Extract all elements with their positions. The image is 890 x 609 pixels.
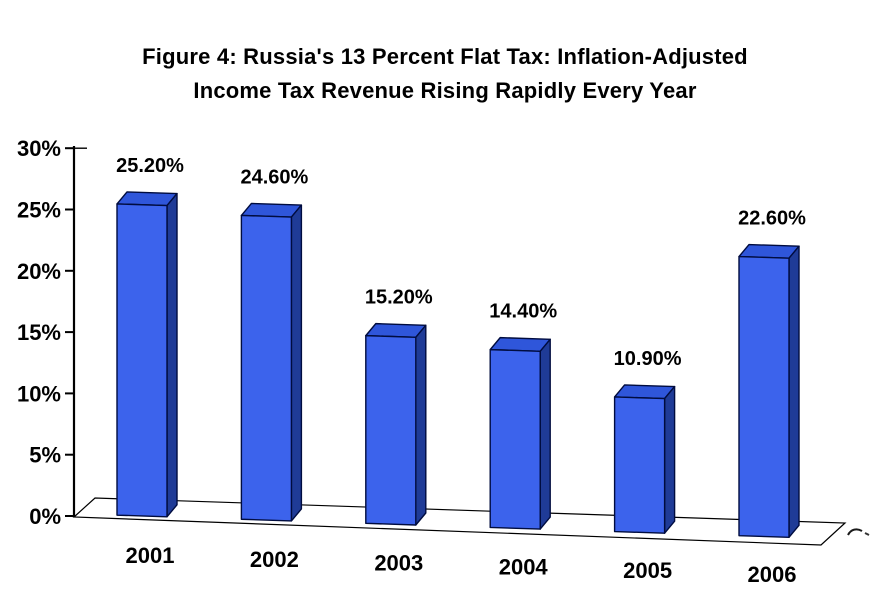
- y-axis-tick-label: 5%: [29, 443, 61, 468]
- bar-side-face-2006: [788, 245, 800, 539]
- data-label-2006: 22.60%: [738, 208, 806, 230]
- bar-2004: [489, 336, 551, 530]
- chart-title: Figure 4: Russia's 13 Percent Flat Tax: …: [0, 40, 890, 108]
- category-label-2003: 2003: [374, 551, 423, 576]
- bar-front-face-2004: [489, 348, 541, 530]
- category-label-2001: 2001: [126, 543, 175, 568]
- category-label-2006: 2006: [748, 562, 797, 587]
- chart-title-line1: Figure 4: Russia's 13 Percent Flat Tax: …: [142, 44, 748, 69]
- clipped-text-fragment: [847, 528, 863, 536]
- bar-front-face-2001: [116, 203, 168, 518]
- bar-side-face-2002: [290, 204, 303, 522]
- category-label-2004: 2004: [499, 554, 549, 579]
- data-label-2001: 25.20%: [116, 155, 184, 177]
- data-label-2003: 15.20%: [365, 287, 433, 309]
- chart-title-line2: Income Tax Revenue Rising Rapidly Every …: [193, 78, 697, 103]
- y-axis-tick-label: 25%: [17, 198, 61, 223]
- bar-front-face-2002: [240, 214, 293, 522]
- bar-side-face-2003: [415, 324, 427, 526]
- bar-2006: [738, 243, 800, 539]
- bar-2002: [240, 202, 303, 522]
- bar-2005: [613, 384, 676, 534]
- bar-2001: [116, 191, 178, 518]
- bar-side-face-2004: [539, 338, 551, 530]
- plot-floor: [72, 497, 847, 546]
- y-axis-tick-label: 30%: [17, 136, 61, 161]
- bar-side-face-2005: [663, 385, 676, 534]
- clipped-text-fragment: [864, 532, 870, 536]
- y-axis-tick-label: 15%: [17, 320, 61, 345]
- bar-front-face-2006: [738, 255, 790, 539]
- data-label-2004: 14.40%: [489, 301, 557, 323]
- bar-side-face-2001: [166, 192, 178, 518]
- category-label-2005: 2005: [623, 558, 672, 583]
- bar-front-face-2003: [365, 334, 417, 526]
- category-label-2002: 2002: [250, 547, 299, 572]
- y-axis-tick-label: 20%: [17, 259, 61, 284]
- y-axis-tick-label: 0%: [29, 504, 61, 529]
- data-label-2005: 10.90%: [614, 348, 682, 370]
- data-label-2002: 24.60%: [240, 166, 308, 188]
- bar-2003: [365, 322, 427, 526]
- bar-front-face-2005: [613, 396, 666, 534]
- y-axis-tick-label: 10%: [17, 381, 61, 406]
